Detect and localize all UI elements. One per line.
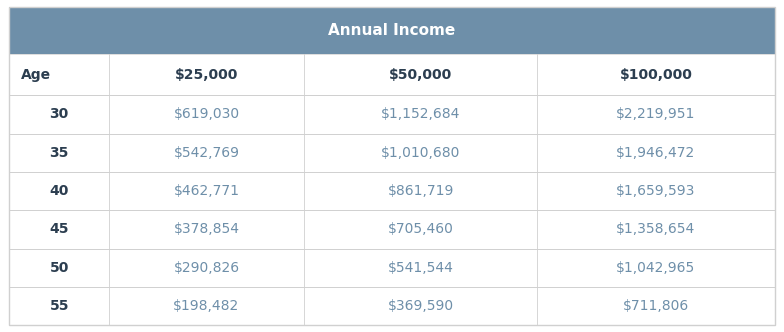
Text: 45: 45 [49, 222, 69, 236]
Text: $25,000: $25,000 [175, 67, 238, 82]
Text: 40: 40 [49, 184, 69, 198]
Text: $1,946,472: $1,946,472 [616, 146, 695, 160]
Text: $1,659,593: $1,659,593 [616, 184, 695, 198]
Text: 30: 30 [49, 108, 69, 122]
Text: $1,042,965: $1,042,965 [616, 261, 695, 275]
Text: $378,854: $378,854 [173, 222, 239, 236]
Text: Age: Age [21, 67, 52, 82]
Bar [9, 249, 775, 287]
Text: 35: 35 [49, 146, 69, 160]
Bar [9, 210, 775, 249]
Text: $1,152,684: $1,152,684 [381, 108, 460, 122]
Text: $1,358,654: $1,358,654 [616, 222, 695, 236]
Text: $2,219,951: $2,219,951 [616, 108, 695, 122]
Text: $711,806: $711,806 [622, 299, 689, 313]
Bar [9, 7, 775, 54]
Text: $50,000: $50,000 [389, 67, 452, 82]
Text: $290,826: $290,826 [173, 261, 239, 275]
Text: $542,769: $542,769 [173, 146, 239, 160]
Text: Annual Income: Annual Income [328, 23, 456, 38]
Text: $369,590: $369,590 [387, 299, 454, 313]
Bar [9, 54, 775, 95]
Text: $541,544: $541,544 [388, 261, 454, 275]
Text: $198,482: $198,482 [173, 299, 240, 313]
Text: $861,719: $861,719 [387, 184, 454, 198]
Text: 50: 50 [49, 261, 69, 275]
Text: $619,030: $619,030 [173, 108, 239, 122]
Text: $1,010,680: $1,010,680 [381, 146, 460, 160]
Text: 55: 55 [49, 299, 69, 313]
Bar [9, 172, 775, 210]
Bar [9, 287, 775, 325]
Bar [9, 95, 775, 133]
Bar [9, 133, 775, 172]
Text: $705,460: $705,460 [388, 222, 454, 236]
Text: $462,771: $462,771 [173, 184, 239, 198]
Text: $100,000: $100,000 [619, 67, 692, 82]
